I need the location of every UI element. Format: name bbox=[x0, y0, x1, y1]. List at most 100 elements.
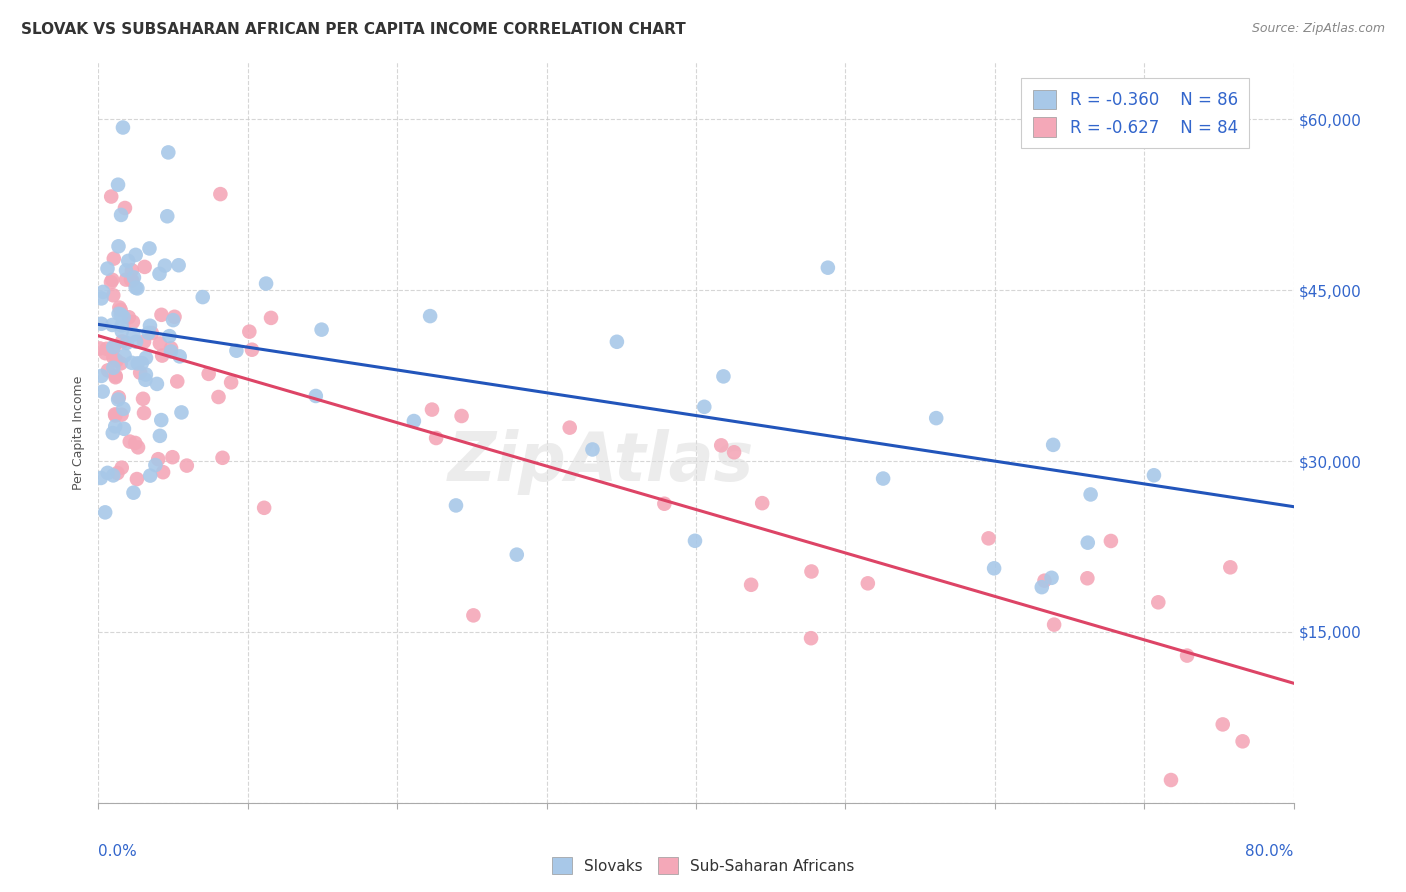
Point bbox=[983, 561, 1005, 575]
Point bbox=[101, 425, 124, 440]
Point bbox=[153, 259, 176, 273]
Point bbox=[132, 334, 155, 349]
Point bbox=[160, 344, 183, 359]
Point bbox=[97, 466, 120, 480]
Point bbox=[107, 466, 129, 480]
Point bbox=[101, 318, 124, 332]
Point bbox=[96, 342, 118, 356]
Point bbox=[225, 343, 247, 358]
Point bbox=[107, 239, 129, 253]
Point bbox=[115, 263, 138, 277]
Point bbox=[402, 414, 425, 428]
Text: Source: ZipAtlas.com: Source: ZipAtlas.com bbox=[1251, 22, 1385, 36]
Point bbox=[90, 292, 112, 306]
Point bbox=[127, 281, 149, 295]
Point bbox=[710, 438, 733, 452]
Point bbox=[91, 384, 114, 399]
Text: 80.0%: 80.0% bbox=[1246, 844, 1294, 858]
Point bbox=[1031, 580, 1053, 594]
Point bbox=[207, 390, 229, 404]
Legend: Slovaks, Sub-Saharan Africans: Slovaks, Sub-Saharan Africans bbox=[546, 851, 860, 880]
Point bbox=[125, 334, 148, 349]
Point bbox=[159, 329, 181, 343]
Point bbox=[150, 413, 173, 427]
Point bbox=[104, 368, 127, 383]
Point bbox=[156, 209, 179, 223]
Point bbox=[134, 373, 156, 387]
Point bbox=[105, 353, 128, 368]
Point bbox=[122, 327, 145, 342]
Point bbox=[139, 468, 162, 483]
Point bbox=[150, 349, 173, 363]
Point bbox=[124, 436, 146, 450]
Text: SLOVAK VS SUBSAHARAN AFRICAN PER CAPITA INCOME CORRELATION CHART: SLOVAK VS SUBSAHARAN AFRICAN PER CAPITA … bbox=[21, 22, 686, 37]
Point bbox=[800, 565, 823, 579]
Point bbox=[110, 408, 132, 422]
Point bbox=[166, 375, 188, 389]
Point bbox=[129, 366, 152, 380]
Point bbox=[693, 400, 716, 414]
Point bbox=[107, 392, 129, 407]
Point bbox=[977, 532, 1000, 546]
Point bbox=[148, 267, 170, 281]
Point bbox=[114, 201, 136, 215]
Point bbox=[1147, 595, 1170, 609]
Point bbox=[817, 260, 839, 275]
Point bbox=[94, 346, 117, 360]
Point bbox=[108, 301, 131, 315]
Point bbox=[114, 349, 136, 363]
Point bbox=[104, 409, 127, 423]
Point bbox=[683, 533, 706, 548]
Point bbox=[260, 310, 283, 325]
Point bbox=[103, 468, 125, 483]
Point bbox=[103, 252, 125, 266]
Point bbox=[138, 242, 160, 256]
Point bbox=[157, 145, 180, 160]
Point bbox=[115, 335, 138, 350]
Point bbox=[107, 178, 129, 192]
Point bbox=[112, 310, 135, 325]
Point bbox=[713, 369, 735, 384]
Point bbox=[103, 340, 125, 354]
Point bbox=[103, 360, 125, 375]
Point bbox=[110, 356, 132, 370]
Point bbox=[111, 324, 134, 338]
Point bbox=[132, 406, 155, 420]
Point bbox=[240, 343, 263, 357]
Point bbox=[101, 273, 124, 287]
Point bbox=[169, 350, 191, 364]
Point bbox=[121, 274, 143, 288]
Point bbox=[149, 429, 172, 443]
Point bbox=[89, 342, 111, 356]
Point bbox=[104, 408, 127, 422]
Point bbox=[176, 458, 198, 473]
Point bbox=[122, 485, 145, 500]
Point bbox=[211, 450, 233, 465]
Point bbox=[122, 270, 145, 285]
Point bbox=[100, 189, 122, 203]
Point bbox=[170, 405, 193, 419]
Point bbox=[100, 275, 122, 289]
Point bbox=[1042, 438, 1064, 452]
Point bbox=[94, 505, 117, 519]
Point bbox=[197, 367, 219, 381]
Point bbox=[1076, 571, 1098, 585]
Point bbox=[209, 187, 232, 202]
Point bbox=[149, 336, 172, 351]
Point bbox=[127, 440, 149, 454]
Point bbox=[444, 499, 467, 513]
Point bbox=[311, 323, 333, 337]
Point bbox=[463, 608, 485, 623]
Point bbox=[121, 263, 143, 277]
Point bbox=[90, 471, 112, 485]
Point bbox=[103, 288, 125, 302]
Point bbox=[145, 458, 167, 472]
Point bbox=[127, 356, 149, 370]
Point bbox=[160, 341, 183, 355]
Point bbox=[97, 363, 120, 377]
Point bbox=[162, 450, 184, 465]
Point bbox=[162, 313, 184, 327]
Point bbox=[238, 325, 260, 339]
Point bbox=[111, 318, 134, 333]
Point bbox=[1219, 560, 1241, 574]
